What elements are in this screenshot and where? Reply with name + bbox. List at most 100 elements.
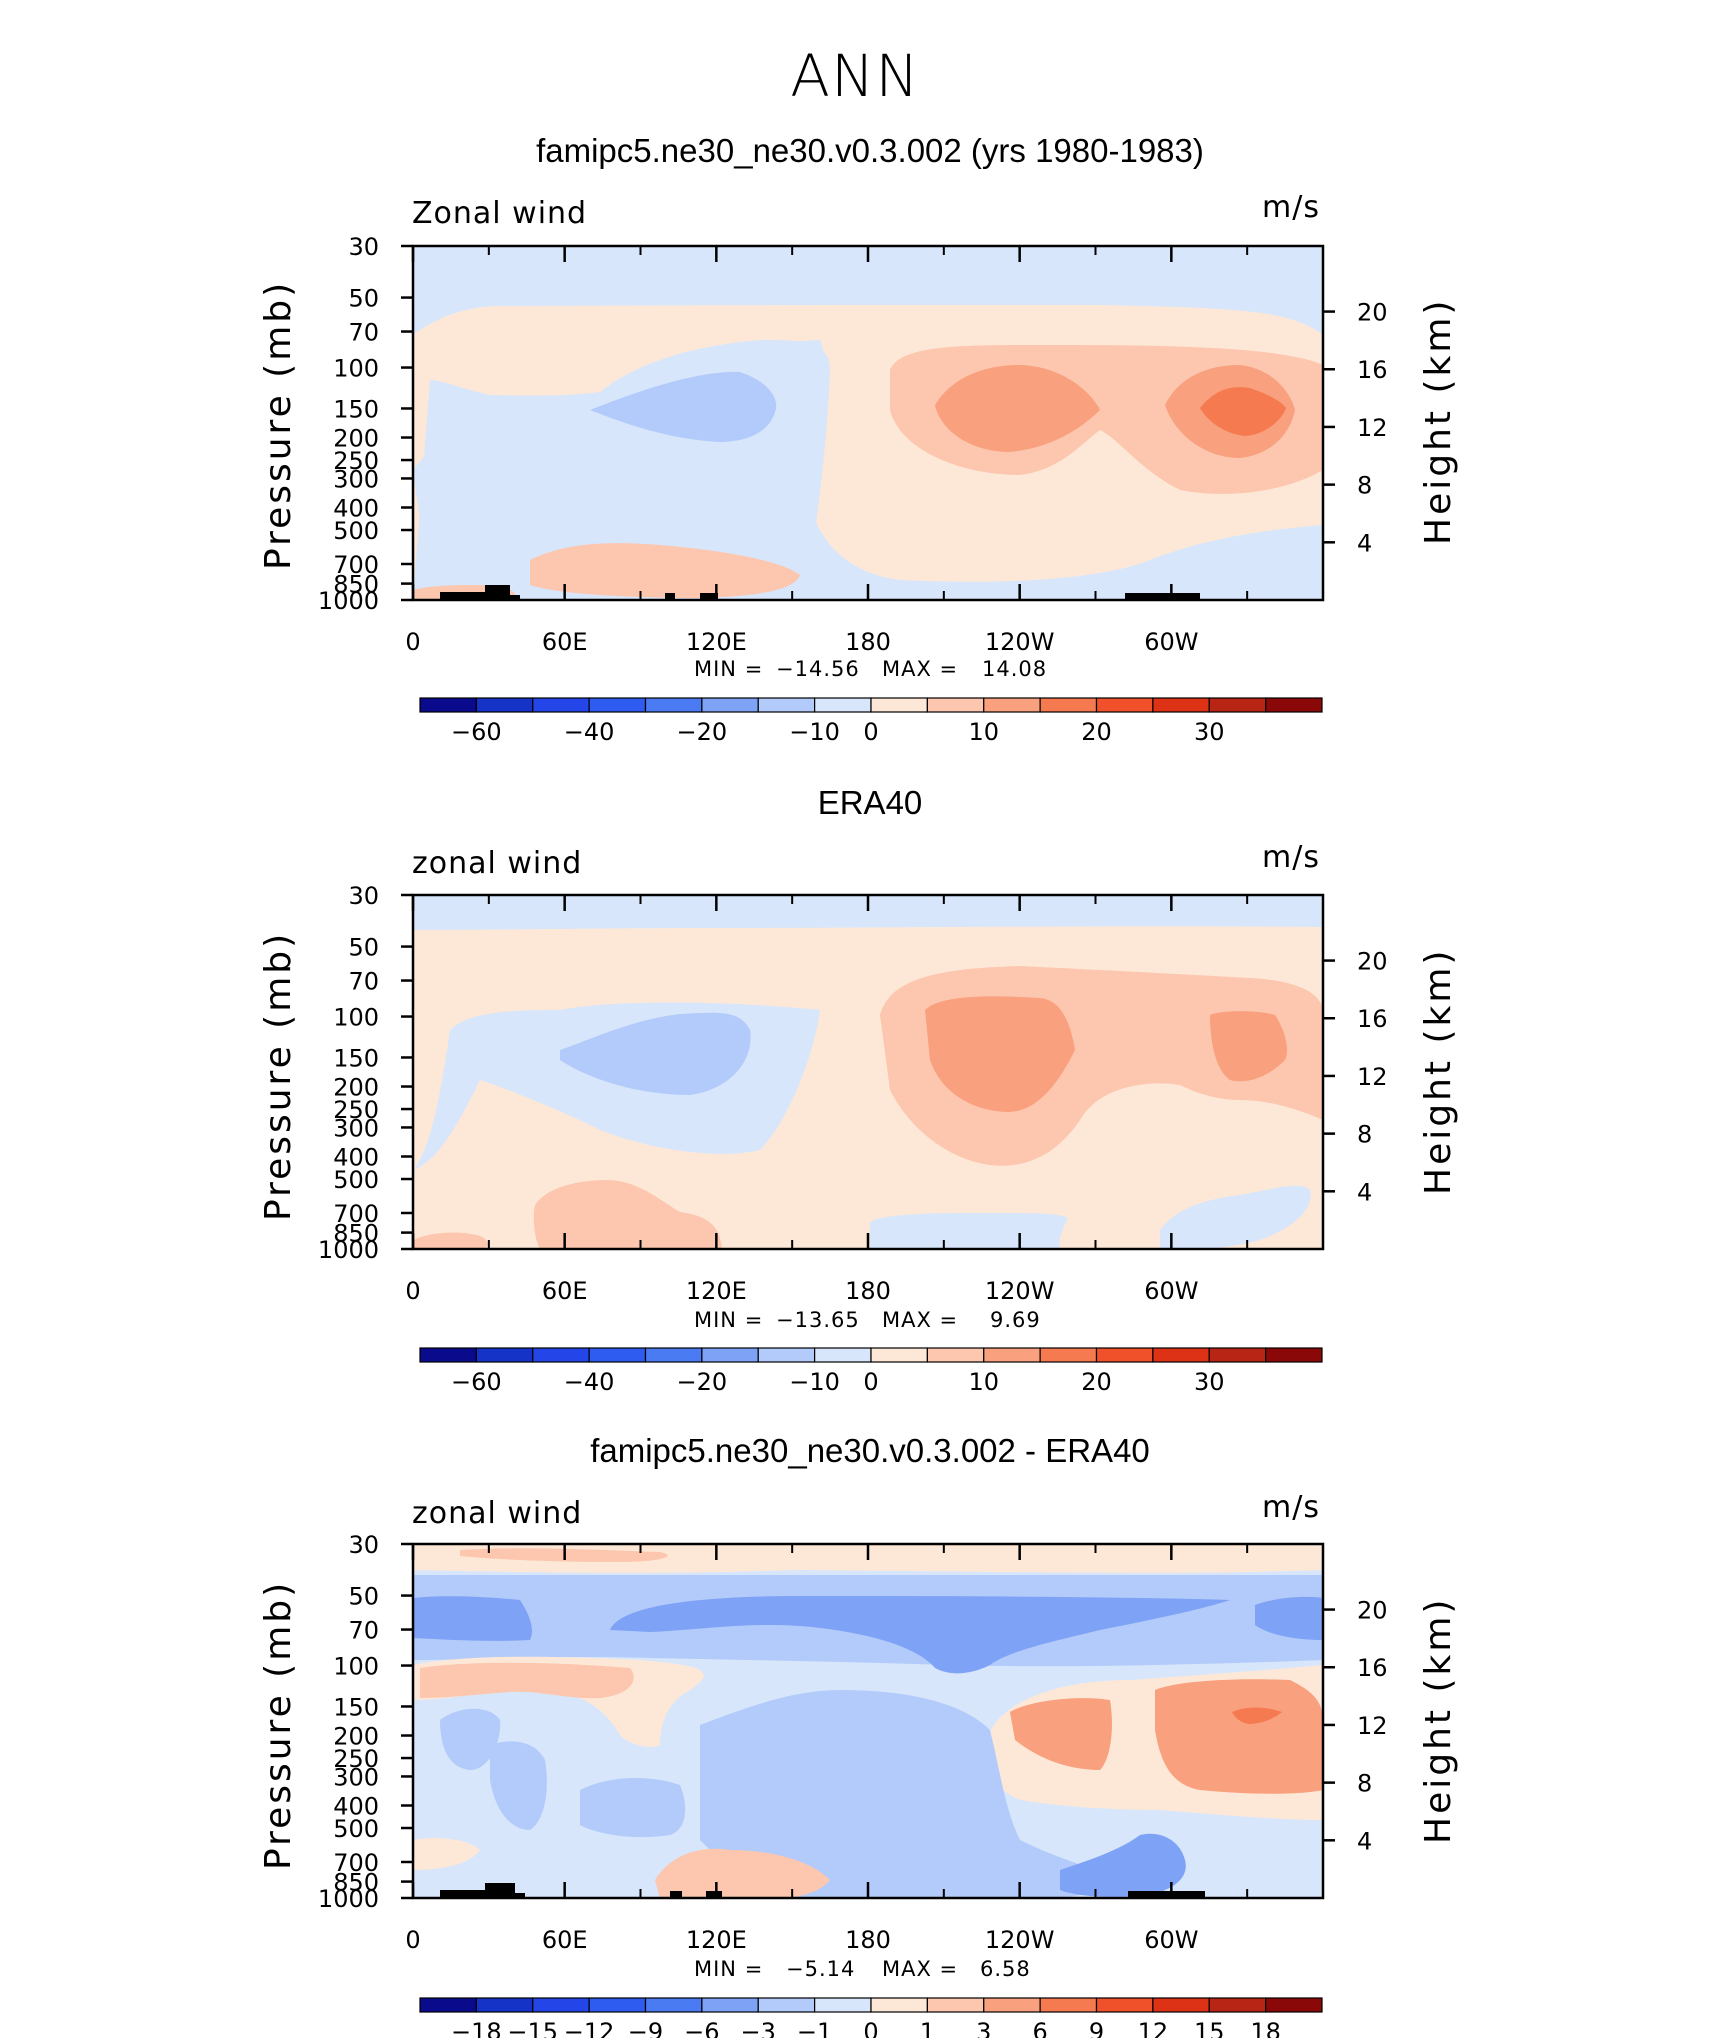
colorbar-label: 20 (1081, 1368, 1112, 1396)
p3-blue-band-core (413, 1596, 1323, 1674)
main-title: ANN (790, 42, 920, 110)
colorbar-label: −3 (741, 2018, 776, 2038)
panel-3-min-value: −5.14 (786, 1957, 856, 1981)
colorbar-swatch (588, 1997, 647, 2013)
y-tick-label: 250 (333, 447, 379, 475)
y-tick-label: 400 (333, 1792, 379, 1820)
colorbar-label: −20 (677, 718, 728, 746)
y-tick-label: 1000 (318, 1885, 379, 1913)
p3-blue-center (700, 1690, 1120, 1898)
panel-1-units: m/s (1262, 190, 1320, 225)
panel-3-axes: 0 60E 120E 180 120W 60W3050701001502002503004… (318, 1531, 1388, 1954)
panel-2-min-label: MIN = (694, 1308, 764, 1332)
y-tick-label: 100 (333, 1004, 379, 1032)
colorbar-swatch (475, 1997, 534, 2013)
panel-3-title: famipc5.ne30_ne30.v0.3.002 - ERA40 (590, 1432, 1150, 1469)
colorbar-swatch (588, 697, 647, 713)
colorbar-swatch (1208, 697, 1267, 713)
y-right-tick-label: 12 (1357, 1712, 1388, 1740)
y-tick-label: 300 (333, 1114, 379, 1142)
colorbar-swatch (926, 1347, 985, 1363)
colorbar-label: −60 (451, 1368, 502, 1396)
y-right-tick-label: 20 (1357, 299, 1388, 327)
colorbar-swatch (1039, 1997, 1098, 2013)
panel-1-axes: 0 60E 120E 180 120W 60W3050701001502002503004… (318, 233, 1388, 656)
y-tick-label: 70 (348, 1617, 379, 1645)
colorbar-label: −1 (797, 2018, 832, 2038)
colorbar-label: −20 (677, 1368, 728, 1396)
p2-red-core-b (1210, 1011, 1287, 1082)
y-tick-label: 400 (333, 494, 379, 522)
y-tick-label: 1000 (318, 1236, 379, 1264)
y-right-tick-label: 12 (1357, 1063, 1388, 1091)
colorbar-label: −10 (789, 1368, 840, 1396)
panel-1-min-value: −14.56 (776, 657, 860, 681)
colorbar-swatch (757, 697, 816, 713)
y-right-tick-label: 8 (1357, 1121, 1372, 1149)
colorbar-swatch (983, 697, 1041, 713)
y-tick-label: 100 (333, 355, 379, 383)
panel-3-colorbar: −18 −15 −12 −9 −6 −3 −1 0 1 3 6 9 12 15 18 (419, 1997, 1323, 2038)
y-tick-label: 150 (333, 1693, 379, 1721)
panel-3-min-label: MIN = (694, 1957, 764, 1981)
x-tick-label: 180 (845, 628, 891, 656)
panel-1-title: famipc5.ne30_ne30.v0.3.002 (yrs 1980-198… (536, 132, 1204, 169)
colorbar-label: 0 (863, 718, 878, 746)
colorbar-swatch (757, 1347, 816, 1363)
panel-1-colorbar: −60 −40 −20 −10 0 10 20 30 (419, 697, 1323, 746)
p3-blue-low-east (1060, 1833, 1186, 1897)
p1-red-low (530, 543, 800, 598)
colorbar-swatch (983, 1347, 1041, 1363)
y-tick-label: 700 (333, 551, 379, 579)
colorbar-label: −40 (564, 1368, 615, 1396)
p3-red-east-inner (1159, 1689, 1300, 1775)
y-tick-label: 1000 (318, 587, 379, 615)
colorbar-label: −40 (564, 718, 615, 746)
y-tick-label: 250 (333, 1745, 379, 1773)
colorbar-swatch (1039, 1347, 1098, 1363)
y-tick-label: 500 (333, 517, 379, 545)
colorbar-swatch (1152, 697, 1210, 713)
panel-2-units: m/s (1262, 840, 1320, 875)
y-tick-label: 70 (348, 968, 379, 996)
colorbar-swatch (475, 1347, 534, 1363)
colorbar-swatch (926, 697, 985, 713)
colorbar-label: 9 (1089, 2018, 1104, 2038)
colorbar-label: 18 (1250, 2018, 1281, 2038)
colorbar-label: 6 (1032, 2018, 1047, 2038)
x-tick-label: 120W (985, 628, 1055, 656)
panel-1-contours (413, 246, 1323, 600)
p3-blue-left-a (440, 1708, 501, 1770)
x-tick-label: 0 (405, 1926, 420, 1954)
y-right-tick-label: 16 (1357, 356, 1388, 384)
panel-2-max-value: 9.69 (990, 1308, 1041, 1332)
y-tick-label: 300 (333, 465, 379, 493)
x-tick-label: 180 (845, 1277, 891, 1305)
y-tick-label: 150 (333, 1044, 379, 1072)
panel-2-max-label: MAX = (882, 1308, 959, 1332)
colorbar-swatch (1265, 697, 1323, 713)
y-tick-label: 200 (333, 425, 379, 453)
colorbar-label: 20 (1081, 718, 1112, 746)
p2-blue-low-b (1160, 1185, 1311, 1249)
y-tick-label: 700 (333, 1200, 379, 1228)
x-tick-label: 120W (985, 1277, 1055, 1305)
colorbar-swatch (701, 1347, 759, 1363)
colorbar-swatch (1152, 1997, 1210, 2013)
colorbar-label: −9 (628, 2018, 663, 2038)
colorbar-swatch (814, 697, 872, 713)
p2-blue-low-a (870, 1212, 1068, 1249)
p1-topography (440, 585, 1200, 600)
colorbar-swatch (532, 697, 590, 713)
panel-1-max-label: MAX = (882, 657, 959, 681)
p3-blue-left-c (580, 1778, 686, 1838)
colorbar-label: 15 (1194, 2018, 1225, 2038)
colorbar-label: 0 (863, 2018, 878, 2038)
y-right-tick-label: 20 (1357, 948, 1388, 976)
colorbar-swatch (1039, 697, 1098, 713)
x-tick-label: 0 (405, 1277, 420, 1305)
colorbar-swatch (419, 1347, 477, 1363)
y-tick-label: 850 (333, 1220, 379, 1248)
x-tick-label: 120E (686, 628, 747, 656)
x-tick-label: 120E (686, 1926, 747, 1954)
